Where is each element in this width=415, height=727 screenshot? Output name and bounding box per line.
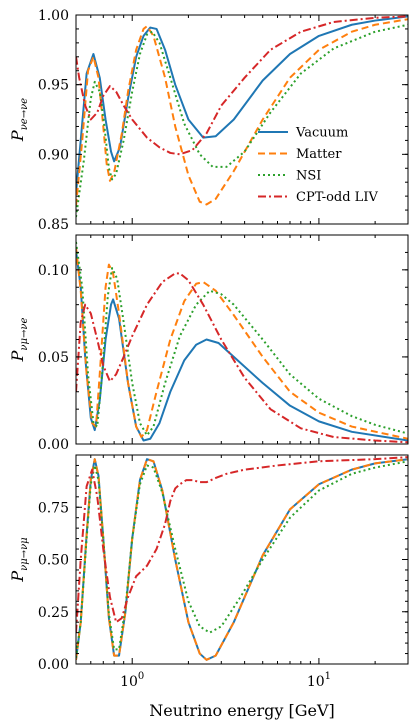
y-tick-label: 0.00 — [38, 657, 69, 673]
y-axis-label-symbol: P — [8, 350, 27, 362]
legend-label: Vacuum — [295, 126, 348, 141]
x-tick-label: 100 — [120, 671, 144, 690]
y-axis-label: Pνμ→νe — [8, 318, 30, 363]
y-tick-label: 0.75 — [38, 500, 69, 516]
y-tick-label: 0.95 — [38, 78, 69, 94]
series-line-nsi — [76, 460, 408, 658]
y-axis-label: Pνe→νe — [8, 98, 30, 142]
panel-1: 0.85 0.90 0.95 1.00 Pνe→νe — [8, 8, 409, 233]
x-tick-label-base: 10 — [120, 674, 138, 690]
x-tick-label-base: 10 — [307, 674, 325, 690]
y-axis-label: Pνμ→νμ — [8, 537, 30, 582]
legend-label: NSI — [296, 169, 321, 184]
y-axis-label-symbol: P — [8, 130, 27, 142]
panel-curves — [76, 15, 408, 218]
y-axis-label-subscript: νμ→νμ — [19, 537, 30, 571]
series-line-cpt-odd-liv — [76, 15, 408, 156]
y-tick-label: 0.25 — [38, 605, 69, 621]
panel-2: 0.00 0.05 0.10 Pνμ→νe — [8, 234, 409, 453]
x-tick-label: 101 — [307, 671, 331, 690]
panel-3: 0.00 0.25 0.50 0.75 Pνμ→νμ — [8, 454, 409, 673]
panel-frame — [75, 14, 409, 225]
x-axis-label: Neutrino energy [GeV] — [149, 701, 335, 720]
y-tick-label: 0.50 — [38, 553, 69, 569]
series-line-nsi — [76, 241, 408, 437]
series-line-matter — [76, 458, 408, 661]
series-line-matter — [76, 247, 408, 440]
x-tick-label-exponent: 0 — [138, 671, 144, 682]
y-tick-label: 1.00 — [38, 8, 69, 24]
panel-curves — [76, 241, 408, 444]
legend-label: CPT-odd LIV — [296, 190, 378, 205]
panel-curves — [76, 456, 408, 661]
legend: Vacuum Matter NSI CPT-odd LIV — [258, 126, 378, 205]
series-line-cpt-odd-liv — [76, 456, 408, 633]
y-tick-label: 0.10 — [38, 263, 69, 279]
x-tick-label-exponent: 1 — [325, 671, 331, 682]
y-tick-label: 0.90 — [38, 147, 69, 163]
legend-label: Matter — [296, 147, 342, 162]
series-line-cpt-odd-liv — [76, 272, 408, 444]
y-tick-label: 0.00 — [38, 437, 69, 453]
y-axis-label-subscript: νe→νe — [19, 98, 30, 130]
series-line-matter — [76, 18, 408, 206]
y-tick-label: 0.85 — [38, 217, 69, 233]
y-axis-label-subscript: νμ→νe — [19, 318, 30, 351]
y-axis-label-symbol: P — [8, 571, 27, 583]
y-tick-label: 0.05 — [38, 350, 69, 366]
series-line-vacuum — [76, 15, 408, 194]
